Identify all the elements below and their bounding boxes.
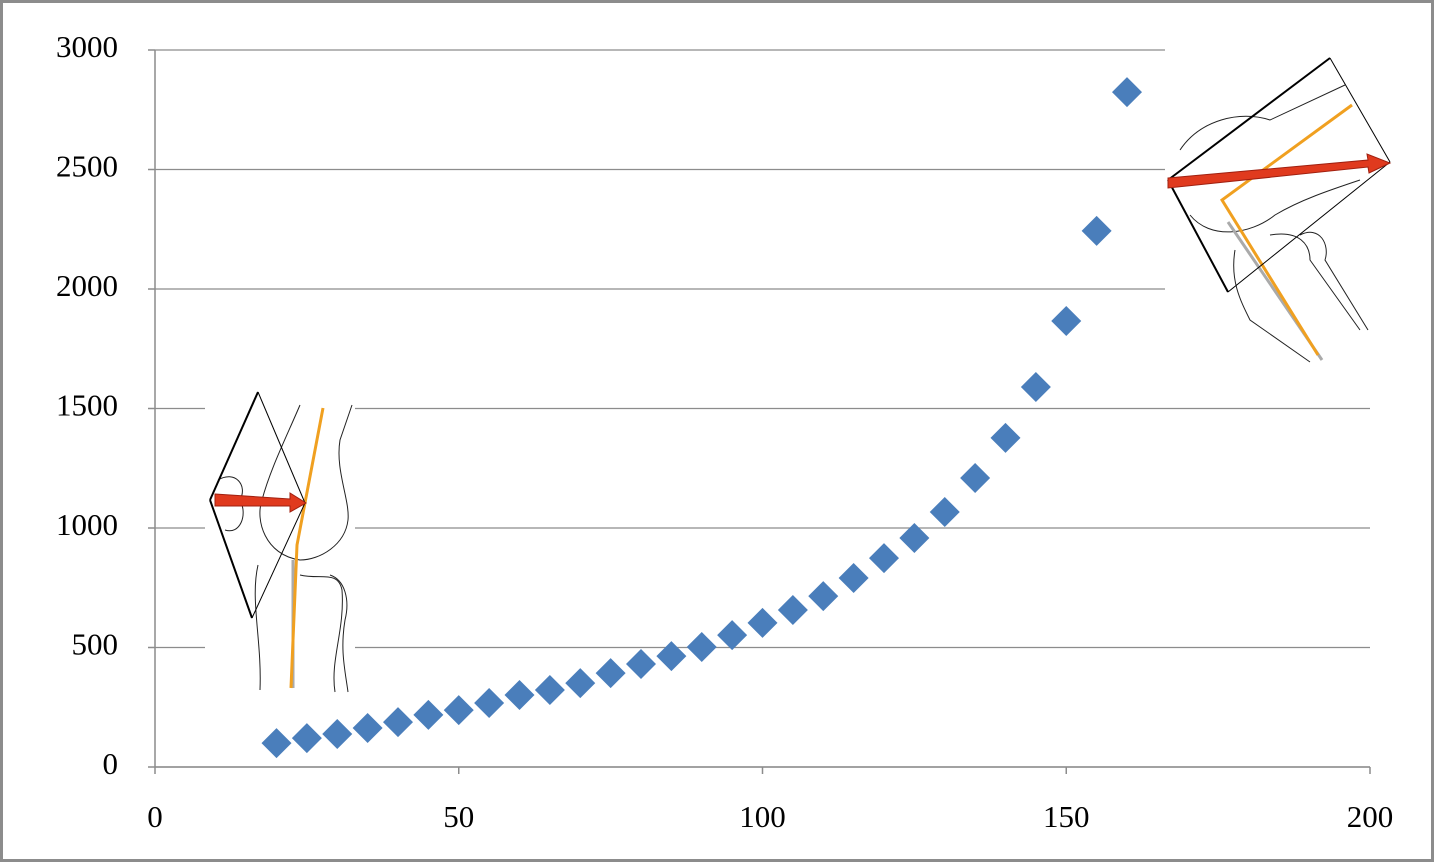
y-tick-label: 0	[103, 746, 119, 781]
x-tick-label: 150	[1043, 799, 1090, 834]
x-tick-label: 50	[443, 799, 474, 834]
knee-illustration-right	[1165, 52, 1397, 368]
knee-illustration-left	[205, 388, 355, 696]
y-tick-label: 500	[72, 627, 119, 662]
chart: 0 500 1000 1500 2000 2500 3000 0 50 100 150 200	[0, 0, 1434, 862]
y-tick-label: 2500	[56, 149, 118, 184]
x-tick-label: 100	[739, 799, 786, 834]
y-tick-label: 1000	[56, 507, 118, 542]
x-tick-label: 0	[147, 799, 163, 834]
y-tick-label: 1500	[56, 388, 118, 423]
x-tick-label: 200	[1347, 799, 1394, 834]
y-tick-label: 3000	[56, 29, 118, 64]
illustration-background	[205, 388, 355, 696]
y-tick-label: 2000	[56, 268, 118, 303]
